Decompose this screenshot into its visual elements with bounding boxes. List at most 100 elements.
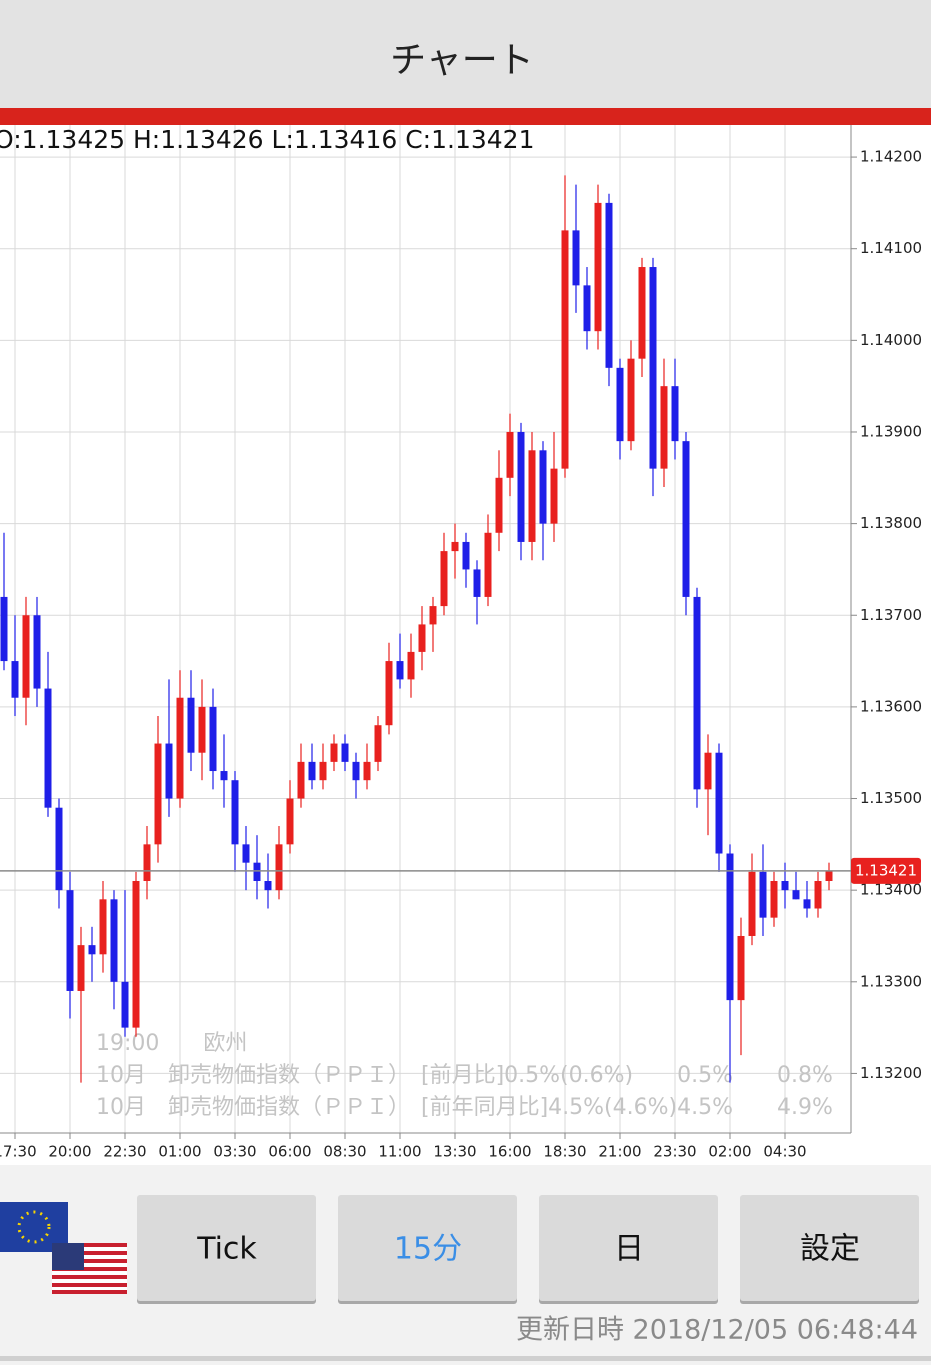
button-label[interactable]: 日 bbox=[614, 1232, 644, 1267]
x-tick-label: 17:30 bbox=[0, 1143, 37, 1161]
candle-body bbox=[517, 431, 525, 542]
candle-body bbox=[187, 697, 195, 753]
x-tick-label: 13:30 bbox=[433, 1143, 476, 1161]
candle-body bbox=[451, 541, 459, 552]
x-tick-label: 16:00 bbox=[488, 1143, 531, 1161]
y-tick-label: 1.13200 bbox=[860, 1064, 922, 1082]
button[interactable] bbox=[740, 1195, 919, 1301]
candle-body bbox=[473, 569, 481, 597]
x-tick-label: 02:00 bbox=[708, 1143, 751, 1161]
candle-body bbox=[693, 596, 701, 790]
candle-body bbox=[308, 761, 316, 781]
candle-body bbox=[99, 899, 107, 955]
header-bar bbox=[0, 0, 931, 108]
candle-body bbox=[429, 606, 437, 625]
candle-body bbox=[154, 743, 162, 845]
candle-body bbox=[22, 615, 30, 698]
y-tick-label: 1.14200 bbox=[860, 148, 922, 166]
candle-body bbox=[253, 862, 261, 881]
candle-body bbox=[825, 870, 833, 881]
candle-body bbox=[286, 798, 294, 845]
x-tick-label: 20:00 bbox=[48, 1143, 91, 1161]
x-tick-label: 01:00 bbox=[158, 1143, 201, 1161]
y-tick-label: 1.13400 bbox=[860, 881, 922, 899]
candle-body bbox=[792, 890, 800, 900]
red-bar bbox=[0, 108, 931, 125]
candle-body bbox=[385, 661, 393, 726]
candle-body bbox=[55, 807, 63, 891]
candle-body bbox=[33, 615, 41, 689]
button[interactable] bbox=[539, 1195, 718, 1301]
x-tick-label: 11:00 bbox=[378, 1143, 421, 1161]
button-label[interactable]: Tick bbox=[196, 1232, 257, 1267]
x-tick-label: 22:30 bbox=[103, 1143, 146, 1161]
candle-body bbox=[550, 468, 558, 524]
button-label[interactable]: 15分 bbox=[394, 1232, 462, 1267]
candle-body bbox=[495, 477, 503, 533]
candle-body bbox=[660, 386, 668, 469]
candle-body bbox=[88, 945, 96, 955]
candle-body bbox=[770, 881, 778, 918]
candle-body bbox=[352, 761, 360, 781]
button[interactable] bbox=[137, 1195, 316, 1301]
buttons: Tick 15分 日 設定 bbox=[137, 1195, 919, 1304]
candle-body bbox=[275, 844, 283, 891]
candle-body bbox=[0, 596, 8, 662]
candle-body bbox=[297, 761, 305, 799]
x-tick-label: 21:00 bbox=[598, 1143, 641, 1161]
candle-body bbox=[704, 752, 712, 790]
candle-body bbox=[605, 202, 613, 368]
bottom-edge bbox=[0, 1356, 931, 1361]
candle-body bbox=[44, 688, 52, 808]
eu-stars bbox=[17, 1210, 51, 1244]
candle-body bbox=[715, 752, 723, 854]
candle-body bbox=[374, 725, 382, 762]
flags bbox=[0, 1202, 127, 1294]
candle-body bbox=[737, 935, 745, 1001]
candle-body bbox=[506, 431, 514, 478]
current-price-label: 1.13421 bbox=[855, 861, 917, 879]
y-tick-label: 1.14100 bbox=[860, 239, 922, 257]
candle-body bbox=[363, 761, 371, 781]
candle-body bbox=[726, 853, 734, 1001]
y-tick-label: 1.13800 bbox=[860, 514, 922, 532]
x-tick-label: 23:30 bbox=[653, 1143, 696, 1161]
event-text: 10月 卸売物価指数（ＰＰＩ） [前年同月比]4.5%(4.6%)4.5% 4.… bbox=[96, 1095, 833, 1120]
candle-body bbox=[66, 890, 74, 991]
candle-body bbox=[330, 743, 338, 762]
x-tick-label: 08:30 bbox=[323, 1143, 366, 1161]
chart-bg bbox=[0, 125, 931, 1165]
x-tick-label: 06:00 bbox=[268, 1143, 311, 1161]
candle-body bbox=[418, 624, 426, 652]
candle-body bbox=[242, 844, 250, 863]
candle-body bbox=[440, 551, 448, 607]
candle-body bbox=[407, 651, 415, 680]
button[interactable] bbox=[338, 1195, 517, 1301]
candle-body bbox=[110, 899, 118, 982]
candle-body bbox=[561, 230, 569, 469]
candle-body bbox=[264, 881, 272, 891]
candle-body bbox=[132, 881, 140, 1028]
candle-body bbox=[616, 367, 624, 442]
candle-body bbox=[583, 285, 591, 332]
candle-body bbox=[803, 899, 811, 909]
candle-body bbox=[638, 267, 646, 359]
candle-body bbox=[572, 230, 580, 286]
candle-body bbox=[121, 981, 129, 1028]
candle-body bbox=[231, 780, 239, 845]
candle-body bbox=[143, 844, 151, 881]
candle-body bbox=[165, 743, 173, 799]
button-label[interactable]: 設定 bbox=[800, 1232, 860, 1267]
candle-body bbox=[77, 945, 85, 991]
candle-body bbox=[176, 697, 184, 799]
candle-body bbox=[594, 202, 602, 332]
candle-body bbox=[748, 871, 756, 936]
candle-body bbox=[627, 358, 635, 442]
current-price-box bbox=[851, 857, 921, 884]
candle-body bbox=[671, 386, 679, 442]
candle-body bbox=[649, 267, 657, 469]
event-text: 10月 卸売物価指数（ＰＰＩ） [前月比]0.5%(0.6%) 0.5% 0.8… bbox=[96, 1063, 833, 1088]
x-tick-label: 04:30 bbox=[763, 1143, 806, 1161]
chart: 1.14200 1.14100 1.14000 1.13900 1.13800 1.137… bbox=[0, 125, 922, 1161]
